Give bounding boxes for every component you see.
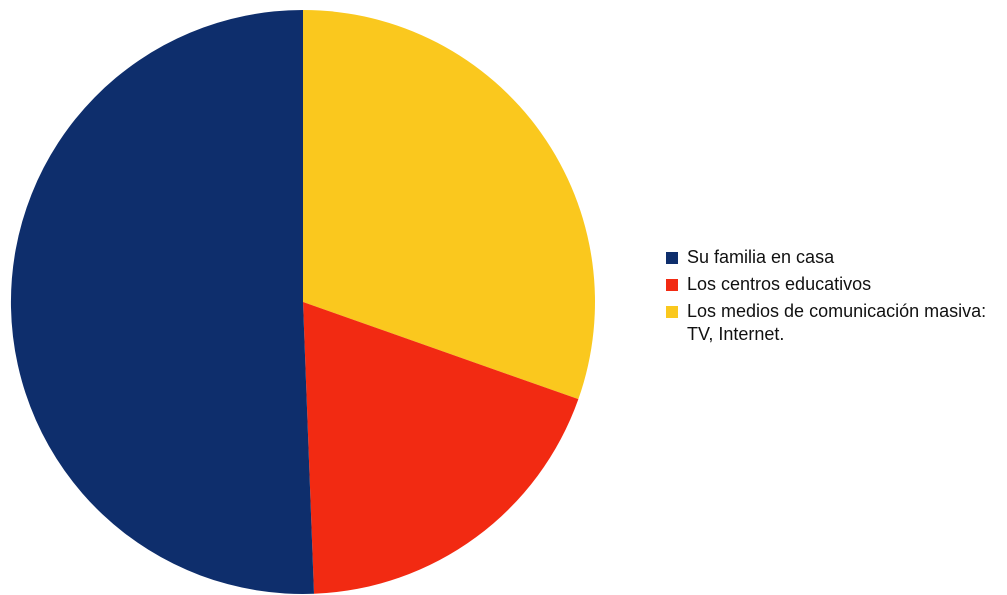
legend-label-medios: Los medios de comunicación masiva: TV, I… bbox=[687, 301, 987, 344]
pie-chart-canvas bbox=[10, 10, 595, 594]
legend-swatch-centros bbox=[666, 279, 678, 291]
legend-item-familia: Su familia en casa bbox=[666, 246, 1004, 269]
legend-label-familia: Su familia en casa bbox=[687, 247, 835, 267]
legend-item-medios: Los medios de comunicación masiva: TV, I… bbox=[666, 300, 1004, 346]
legend: Su familia en casa Los centros educativo… bbox=[666, 246, 1004, 350]
legend-label-centros: Los centros educativos bbox=[687, 274, 872, 294]
pie-slice-1 bbox=[303, 10, 595, 400]
pie-slice-3 bbox=[10, 10, 315, 594]
legend-swatch-familia bbox=[666, 252, 678, 264]
legend-swatch-medios bbox=[666, 306, 678, 318]
pie-slice-2 bbox=[303, 302, 579, 594]
legend-item-centros: Los centros educativos bbox=[666, 273, 1004, 296]
